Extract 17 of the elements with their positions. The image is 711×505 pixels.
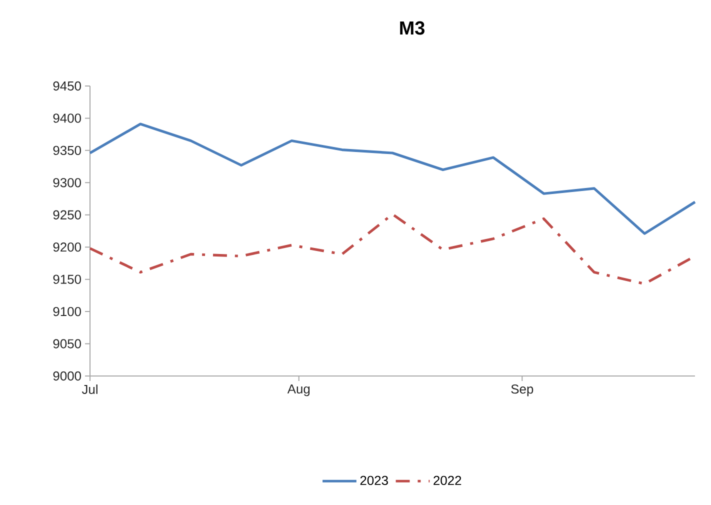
- x-tick-label: Jul: [82, 384, 98, 394]
- y-tick-label: 9000: [53, 371, 81, 381]
- y-tick-label: 9100: [53, 306, 81, 316]
- legend-label: 2023: [360, 476, 388, 486]
- y-tick-label: 9250: [53, 210, 81, 220]
- x-tick-label: Sep: [511, 384, 534, 396]
- y-tick-label: 9450: [53, 81, 81, 91]
- legend-label: 2022: [434, 476, 462, 486]
- chart-title: M3: [400, 21, 424, 35]
- x-tick-label: Aug: [287, 384, 310, 396]
- y-tick-label: 9350: [53, 146, 81, 156]
- y-tick-label: 9400: [53, 114, 81, 123]
- y-tick-label: 9150: [53, 274, 81, 284]
- line-series: [88, 122, 696, 235]
- y-tick-label: 9200: [53, 242, 81, 252]
- y-tick-label: 9050: [53, 339, 81, 348]
- y-tick-label: 9300: [53, 178, 81, 188]
